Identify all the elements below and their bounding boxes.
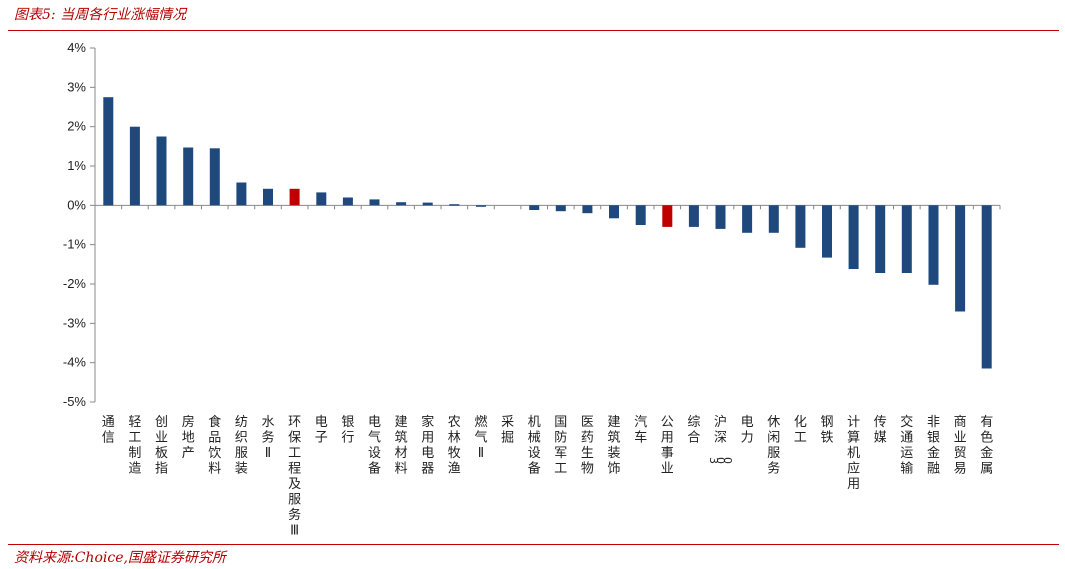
bar-29 — [875, 205, 886, 273]
bar-9 — [342, 197, 353, 206]
x-tick-label: 银行 — [341, 415, 354, 446]
top-rule — [8, 30, 1059, 31]
x-tick-label: 交通运输 — [900, 414, 913, 477]
x-tick-label: 非银金融 — [927, 415, 940, 477]
x-tick-label: 食品饮料 — [208, 414, 221, 477]
x-tick-label: 通信 — [102, 415, 115, 446]
chart-title: 图表5: 当周各行业涨幅情况 — [14, 7, 187, 23]
x-tick-label: 采掘 — [501, 415, 514, 446]
x-tick-label: 创业板指 — [155, 415, 168, 477]
bar-6 — [263, 188, 273, 206]
x-tick-label: 化工 — [794, 415, 807, 446]
x-tick-label: 有色金属 — [980, 415, 993, 477]
bar-10 — [369, 199, 380, 206]
x-tick-label: 电气设备 — [368, 415, 381, 477]
bar-14 — [476, 205, 486, 207]
x-tick-label: 轻工制造 — [128, 415, 141, 477]
y-tick-label: 2% — [67, 119, 86, 134]
bar-2 — [156, 136, 167, 206]
x-tick-label: 房地产 — [182, 414, 195, 461]
x-tick-label: 纺织服装 — [235, 415, 248, 477]
y-tick-label: 0% — [67, 197, 86, 212]
x-tick-label: 医药生物 — [581, 415, 594, 477]
x-tick-label: 公用事业 — [661, 415, 674, 477]
y-tick-label: -4% — [63, 355, 87, 370]
bar-3 — [183, 147, 194, 206]
bar-31 — [928, 205, 939, 285]
y-tick-label: 3% — [67, 79, 86, 94]
bar-23 — [715, 205, 726, 229]
bar-13 — [449, 204, 460, 206]
bar-1 — [129, 126, 140, 206]
bar-24 — [742, 205, 753, 233]
bar-17 — [555, 205, 566, 212]
bar-18 — [582, 205, 593, 214]
bar-5 — [236, 182, 247, 206]
x-tick-label: 计算机应用 — [847, 415, 860, 492]
x-tick-label: 农林牧渔 — [448, 415, 461, 477]
bar-16 — [529, 205, 540, 210]
x-tick-label: 电力 — [741, 415, 754, 446]
x-tick-label: 沪深 300 — [707, 414, 734, 464]
y-tick-label: 4% — [67, 40, 86, 55]
bar-19 — [609, 205, 619, 219]
y-tick-label: 1% — [67, 158, 86, 173]
bar-12 — [422, 202, 433, 206]
x-tick-label: 休闲服务 — [767, 415, 780, 477]
bar-22 — [688, 205, 699, 227]
x-tick-label: 汽车 — [634, 415, 647, 446]
x-tick-label: 家用电器 — [421, 414, 434, 477]
bar-8 — [316, 192, 327, 206]
x-tick-label: 水务 Ⅱ — [261, 415, 274, 461]
x-tick-label: 商业贸易 — [954, 415, 967, 477]
bar-7 — [289, 188, 300, 206]
bar-30 — [901, 205, 912, 273]
bar-28 — [848, 205, 859, 269]
y-tick-label: -1% — [63, 237, 87, 252]
x-tick-label: 电子 — [315, 415, 328, 446]
x-tick-label: 建筑材料 — [395, 415, 408, 477]
x-tick-label: 传媒 — [874, 415, 887, 446]
y-tick-label: -2% — [63, 276, 87, 291]
bar-26 — [795, 205, 806, 248]
x-tick-label: 环保工程及服务 Ⅲ — [288, 415, 301, 539]
x-tick-label: 国防军工 — [554, 415, 567, 477]
bar-4 — [209, 148, 220, 206]
bar-25 — [768, 205, 779, 233]
bar-33 — [981, 205, 992, 369]
y-tick-label: -5% — [63, 394, 87, 409]
bar-32 — [955, 205, 966, 312]
bar-11 — [396, 202, 407, 206]
y-tick-label: -3% — [63, 315, 87, 330]
x-tick-label: 建筑装饰 — [607, 415, 620, 477]
source-note: 资料来源:Choice,国盛证券研究所 — [14, 550, 226, 566]
bar-21 — [662, 205, 673, 227]
x-tick-label: 燃气 Ⅱ — [474, 414, 487, 461]
bar-20 — [635, 205, 646, 225]
x-tick-label: 机械设备 — [528, 415, 541, 477]
bottom-rule — [8, 544, 1059, 545]
x-tick-label: 钢铁 — [820, 415, 833, 446]
bar-0 — [103, 97, 114, 206]
x-tick-label: 综合 — [687, 415, 700, 446]
bar-27 — [822, 205, 832, 258]
